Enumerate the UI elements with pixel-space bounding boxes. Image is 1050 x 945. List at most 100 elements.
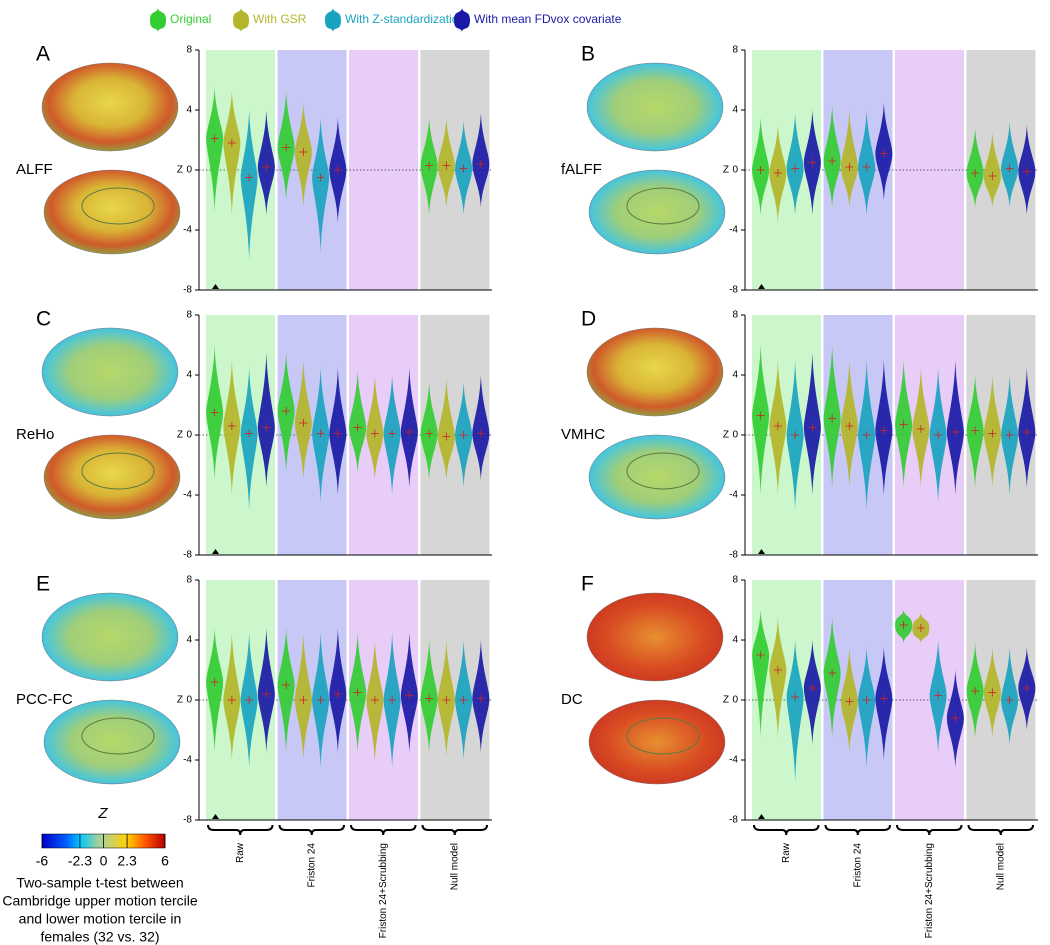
- mean-cross: [405, 691, 414, 700]
- y-axis-label: Z: [723, 695, 729, 706]
- violin: [966, 128, 984, 208]
- mean-cross: [282, 143, 291, 152]
- panel-title: ALFF: [16, 161, 53, 178]
- mean-cross: [459, 696, 468, 704]
- mean-cross: [425, 161, 434, 170]
- brain-medial-inner: [81, 187, 155, 225]
- mean-cross: [879, 694, 888, 703]
- panel-title: DC: [561, 691, 583, 708]
- violin: [257, 352, 275, 488]
- x-category-label: Friston 24: [852, 843, 863, 888]
- panel: E PCC-FC 8 4 0 -4 -8 Z Raw Friston 24 Friston 24+S…: [16, 573, 492, 938]
- mean-cross: [756, 411, 765, 420]
- mean-cross: [262, 163, 271, 171]
- mean-cross: [370, 696, 379, 704]
- brain-lateral: [41, 62, 179, 152]
- y-tick-label: -4: [183, 490, 192, 501]
- mean-cross: [425, 694, 434, 703]
- brain-lateral: [586, 592, 724, 682]
- y-tick-label: 0: [732, 430, 738, 441]
- legend-swatch: [454, 8, 470, 32]
- panel-title: fALFF: [561, 161, 602, 178]
- mean-cross: [1022, 428, 1031, 436]
- y-tick-label: -8: [729, 550, 738, 561]
- mean-cross: [333, 166, 342, 174]
- mean-cross: [262, 423, 271, 432]
- y-tick-label: -8: [729, 285, 738, 296]
- mean-cross: [879, 149, 888, 158]
- violin: [786, 113, 804, 215]
- group-brace: [350, 824, 417, 836]
- violin: [946, 360, 964, 495]
- brain-medial: [43, 434, 181, 520]
- brain-medial: [588, 434, 726, 520]
- y-axis-label: Z: [177, 165, 183, 176]
- y-tick-label: 0: [186, 695, 192, 706]
- brain-lateral: [41, 327, 179, 417]
- brain-lateral: [586, 327, 724, 417]
- mean-cross: [756, 166, 765, 174]
- mean-cross: [210, 678, 219, 686]
- marker-triangle: [758, 284, 765, 289]
- caption-line: and lower motion tercile in: [19, 911, 182, 927]
- legend-label: Original: [170, 12, 211, 26]
- mean-cross: [370, 429, 379, 438]
- mean-cross: [299, 419, 308, 427]
- violin: [875, 647, 893, 760]
- mean-cross: [405, 428, 414, 436]
- violin: [786, 640, 804, 783]
- y-tick-label: 8: [732, 45, 738, 56]
- mean-cross: [316, 173, 325, 182]
- y-tick-label: -8: [183, 285, 192, 296]
- violin: [206, 87, 224, 212]
- mean-cross: [828, 414, 837, 423]
- mean-cross: [916, 624, 925, 632]
- violin: [223, 90, 241, 215]
- colorbar-tick-label: -2.3: [68, 853, 92, 869]
- mean-cross: [951, 428, 960, 436]
- legend-swatch: [325, 8, 341, 32]
- panel: F DC 8 4 0 -4 -8 Z Raw Friston 24 Friston 24+Scrub…: [561, 573, 1038, 938]
- mean-cross: [862, 696, 871, 704]
- mean-cross: [773, 169, 782, 177]
- y-tick-label: -4: [729, 755, 738, 766]
- y-tick-label: 8: [186, 45, 192, 56]
- y-tick-label: 0: [732, 165, 738, 176]
- mean-cross: [899, 621, 908, 629]
- mean-cross: [791, 431, 800, 439]
- group-brace: [824, 824, 891, 836]
- mean-cross: [808, 684, 817, 692]
- colorbar-tick-label: 6: [161, 853, 169, 869]
- brain-medial-inner: [81, 452, 155, 490]
- brain-lateral: [586, 62, 724, 152]
- mean-cross: [299, 696, 308, 704]
- panel-label: B: [581, 43, 595, 66]
- mean-cross: [442, 432, 451, 441]
- mean-cross: [934, 691, 943, 700]
- x-category-label: Raw: [781, 842, 792, 863]
- violin: [840, 110, 858, 208]
- group-brace: [207, 824, 274, 836]
- y-tick-label: 0: [732, 695, 738, 706]
- y-tick-label: -8: [183, 550, 192, 561]
- mean-cross: [388, 429, 397, 438]
- colorbar-tick-label: 0: [100, 853, 108, 869]
- mean-cross: [316, 429, 325, 438]
- legend-label: With GSR: [253, 12, 307, 26]
- mean-cross: [899, 420, 908, 429]
- panel-title: VMHC: [561, 426, 605, 443]
- y-tick-label: -4: [183, 225, 192, 236]
- violin: [206, 628, 224, 753]
- y-tick-label: 4: [732, 370, 738, 381]
- mean-cross: [879, 426, 888, 435]
- group-band: [349, 50, 418, 290]
- violin: [983, 132, 1001, 208]
- mean-cross: [245, 696, 254, 704]
- mean-cross: [210, 408, 219, 417]
- mean-cross: [262, 690, 271, 698]
- y-tick-label: 4: [186, 105, 192, 116]
- violin: [366, 375, 384, 480]
- y-tick-label: 8: [732, 575, 738, 586]
